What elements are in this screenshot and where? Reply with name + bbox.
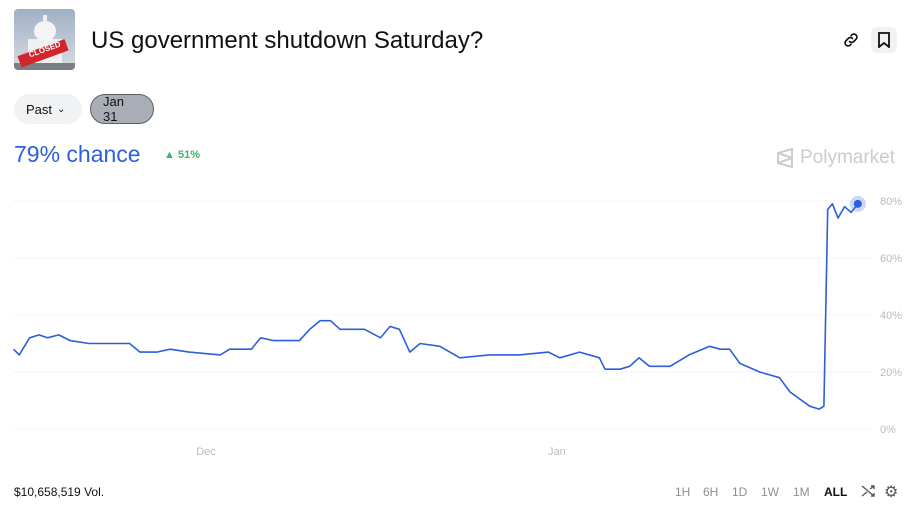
brand-name: Polymarket [800,147,896,168]
range-1m[interactable]: 1M [793,485,810,499]
last-point-marker [853,199,862,208]
past-dropdown[interactable]: Past ⌄ [14,94,82,124]
range-1h[interactable]: 1H [675,485,691,499]
chance-delta: ▲ 51% [164,149,200,161]
volume: $10,658,519 Vol. [14,485,105,499]
bookmark-button[interactable] [871,27,897,53]
x-tick-label: Dec [196,446,216,458]
chance-value: 79% chance [14,141,141,167]
y-tick-label: 40% [880,310,902,322]
past-label: Past [26,101,53,117]
bookmark-icon [878,32,890,48]
x-tick-label: Jan [548,446,566,458]
shuffle-button[interactable] [860,483,876,504]
settings-button[interactable]: ⚙ [884,482,898,502]
range-1d[interactable]: 1D [732,485,748,499]
range-1w[interactable]: 1W [761,485,779,499]
y-tick-label: 80% [880,196,902,208]
delta-value: 51% [177,149,200,161]
shuffle-icon [861,485,875,497]
capitol-image [14,15,75,70]
gear-icon: ⚙ [884,484,899,501]
polymarket-icon [777,148,793,168]
series-line [13,203,859,410]
range-all[interactable]: ALL [824,485,848,499]
price-chart[interactable]: 80% 60% 40% 20% 0% Dec Jan [0,185,910,465]
page-title: US government shutdown Saturday? [91,27,484,54]
date-option-selected[interactable]: Jan 31 [90,94,154,124]
copy-link-button[interactable] [838,27,864,53]
triangle-up-icon: ▲ [164,149,175,161]
range-6h[interactable]: 6H [703,485,719,499]
y-tick-label: 60% [880,253,902,265]
chevron-down-icon: ⌄ [57,103,66,115]
market-thumbnail: CLOSED [14,9,75,70]
link-icon [844,33,858,47]
y-tick-label: 0% [880,424,896,436]
polymarket-logo: Polymarket [776,147,895,169]
y-tick-label: 20% [880,367,902,379]
